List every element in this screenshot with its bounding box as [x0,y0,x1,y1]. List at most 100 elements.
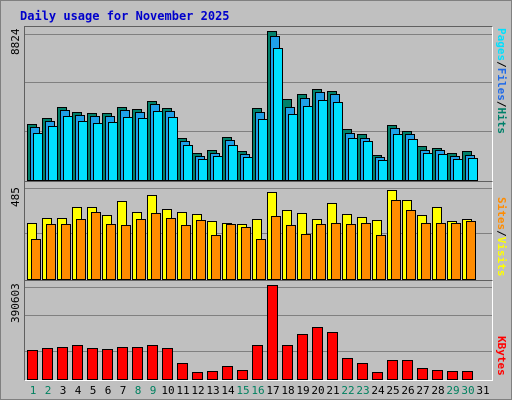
bar-kbytes-day-25 [387,360,398,380]
bar-sites-day-12 [196,220,206,280]
bar-sites-day-29 [451,223,461,280]
bar-pages-day-18 [288,114,298,181]
day-label-13: 13 [206,384,220,397]
day-label-4: 4 [74,384,82,397]
bar-kbytes-day-16 [252,345,263,380]
day-label-11: 11 [176,384,190,397]
day-label-12: 12 [191,384,205,397]
day-label-25: 25 [386,384,400,397]
bar-sites-day-1 [31,239,41,280]
legend-files: Files [495,67,508,101]
bar-pages-day-9 [153,111,163,181]
bar-pages-day-27 [423,153,433,181]
bar-pages-day-20 [318,100,328,181]
bar-pages-day-1 [33,133,43,181]
bar-sites-day-13 [211,235,221,280]
bar-kbytes-day-3 [57,347,68,380]
bar-kbytes-day-11 [177,363,188,380]
bar-kbytes-day-8 [132,347,143,380]
bar-sites-day-5 [91,212,101,280]
day-label-27: 27 [416,384,430,397]
bar-kbytes-day-28 [432,370,443,380]
legend-sep: / [495,100,508,108]
bar-sites-day-26 [406,210,416,280]
bar-kbytes-day-12 [192,372,203,380]
bar-sites-day-11 [181,225,191,280]
legend-pages: Pages [495,28,508,62]
legend-hits: Hits [495,107,508,135]
day-label-24: 24 [371,384,385,397]
bar-sites-day-8 [136,219,146,280]
max-label-hits: 8824 [9,28,22,56]
bar-pages-day-16 [258,119,268,181]
bar-kbytes-day-21 [327,332,338,380]
chart-title: Daily usage for November 2025 [20,9,230,23]
bar-sites-day-15 [241,227,251,280]
bar-pages-day-2 [48,126,58,181]
day-label-20: 20 [311,384,325,397]
bar-sites-day-19 [301,234,311,280]
hits-files-pages-plot [25,31,492,181]
bar-kbytes-day-10 [162,348,173,380]
bar-kbytes-day-6 [102,349,113,380]
bar-pages-day-10 [168,117,178,181]
day-label-28: 28 [431,384,445,397]
legend-sites: Sites [495,197,508,231]
legend-right-bottom: KBytes [495,336,508,376]
day-label-31: 31 [476,384,490,397]
bar-sites-day-3 [61,224,71,280]
bar-kbytes-day-22 [342,358,353,380]
bar-pages-day-21 [333,102,343,181]
bar-kbytes-day-27 [417,368,428,380]
bar-pages-day-30 [468,158,478,181]
bar-pages-day-24 [378,160,388,181]
bar-kbytes-day-20 [312,327,323,380]
bar-kbytes-day-19 [297,334,308,380]
day-label-18: 18 [281,384,295,397]
day-label-16: 16 [251,384,265,397]
bar-pages-day-11 [183,145,193,181]
day-label-29: 29 [446,384,460,397]
bar-sites-day-24 [376,235,386,280]
bar-pages-day-13 [213,156,223,181]
bar-sites-day-2 [46,224,56,280]
kbytes-plot [25,285,492,380]
day-label-22: 22 [341,384,355,397]
bar-kbytes-day-26 [402,360,413,380]
bar-pages-day-3 [63,116,73,181]
day-label-2: 2 [44,384,52,397]
legend-sep: / [495,230,508,237]
legend-visits: Visits [495,236,508,277]
bar-pages-day-19 [303,106,313,181]
bar-pages-day-25 [393,134,403,181]
bar-pages-day-5 [93,123,103,181]
visits-sites-plot [25,188,492,280]
day-label-21: 21 [326,384,340,397]
day-label-3: 3 [59,384,67,397]
bar-kbytes-day-7 [117,347,128,380]
kbytes-panel [24,280,493,381]
bar-sites-day-23 [361,223,371,280]
day-label-9: 9 [149,384,157,397]
bar-kbytes-day-24 [372,372,383,380]
bar-pages-day-4 [78,121,88,181]
day-label-17: 17 [266,384,280,397]
bar-sites-day-18 [286,225,296,280]
day-label-5: 5 [89,384,97,397]
bar-kbytes-day-9 [147,345,158,380]
bar-sites-day-21 [331,223,341,280]
hits-files-pages-panel [24,26,493,182]
bar-sites-day-14 [226,224,236,280]
bar-pages-day-29 [453,159,463,181]
day-label-23: 23 [356,384,370,397]
bar-sites-day-20 [316,224,326,280]
bar-sites-day-7 [121,225,131,280]
legend-right-top: Pages/Files/Hits [495,28,508,134]
bar-kbytes-day-23 [357,363,368,380]
bar-sites-day-22 [346,224,356,280]
bar-sites-day-9 [151,213,161,280]
bar-kbytes-day-2 [42,348,53,380]
day-label-26: 26 [401,384,415,397]
bar-kbytes-day-1 [27,350,38,380]
